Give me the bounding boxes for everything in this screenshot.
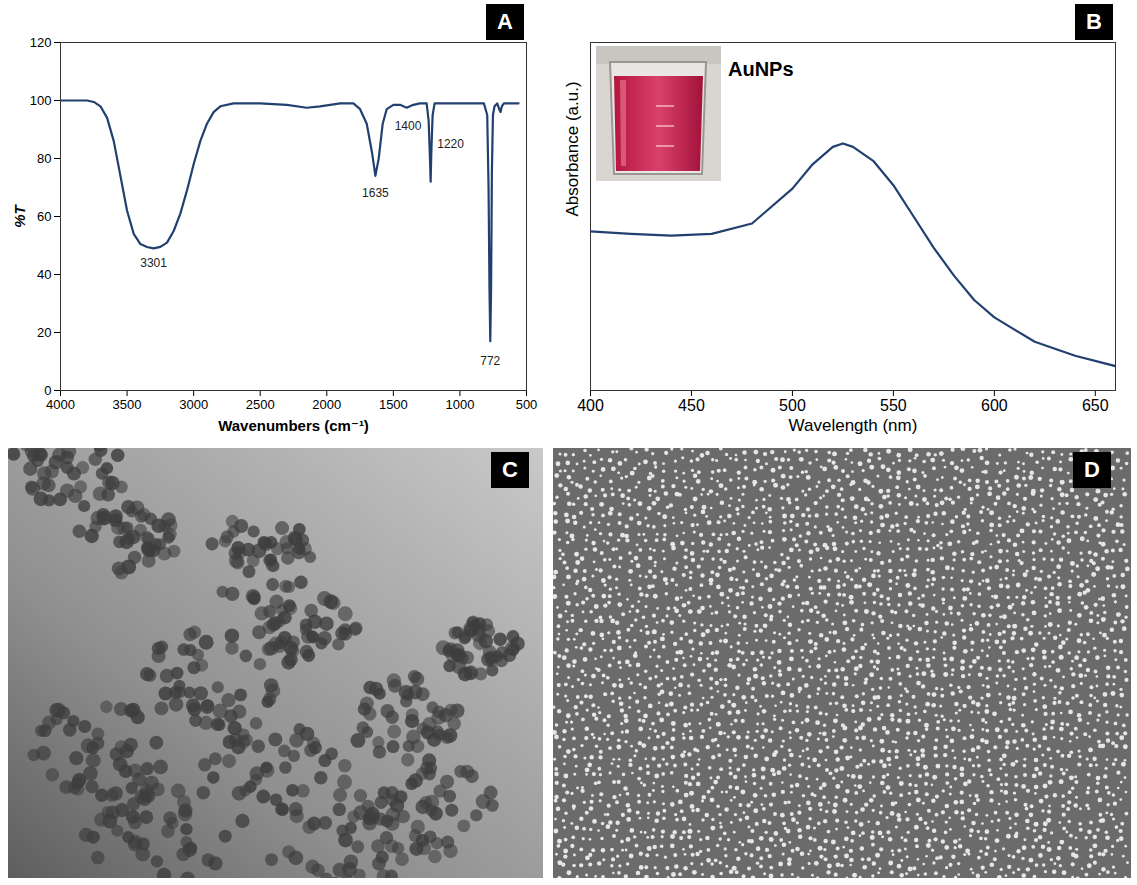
svg-text:3500: 3500 bbox=[113, 397, 142, 412]
svg-text:Wavenumbers (cm⁻¹): Wavenumbers (cm⁻¹) bbox=[218, 417, 369, 434]
html-text:AuNPs: AuNPs bbox=[728, 58, 794, 80]
svg-text:772: 772 bbox=[480, 354, 500, 368]
svg-text:80: 80 bbox=[37, 151, 51, 166]
svg-text:Wavelength (nm): Wavelength (nm) bbox=[789, 416, 918, 435]
svg-text:0: 0 bbox=[44, 383, 51, 398]
svg-text:3301: 3301 bbox=[140, 256, 167, 270]
svg-text:20: 20 bbox=[37, 325, 51, 340]
html-text:A: A bbox=[497, 9, 513, 34]
svg-text:40: 40 bbox=[37, 267, 51, 282]
svg-text:2500: 2500 bbox=[246, 397, 275, 412]
html-text:D: D bbox=[1084, 457, 1100, 482]
svg-text:60: 60 bbox=[37, 209, 51, 224]
svg-text:1220: 1220 bbox=[437, 137, 464, 151]
svg-text:1500: 1500 bbox=[379, 397, 408, 412]
svg-text:100: 100 bbox=[30, 93, 52, 108]
svg-text:500: 500 bbox=[779, 397, 806, 414]
html-text:B: B bbox=[1086, 9, 1102, 34]
svg-text:600: 600 bbox=[981, 397, 1008, 414]
svg-text:500: 500 bbox=[516, 397, 538, 412]
svg-text:2000: 2000 bbox=[312, 397, 341, 412]
svg-text:400: 400 bbox=[577, 397, 604, 414]
svg-text:1000: 1000 bbox=[445, 397, 474, 412]
html-text:C: C bbox=[502, 457, 518, 482]
svg-text:450: 450 bbox=[678, 397, 705, 414]
svg-text:650: 650 bbox=[1082, 397, 1109, 414]
svg-text:120: 120 bbox=[30, 35, 52, 50]
svg-text:3000: 3000 bbox=[179, 397, 208, 412]
svg-text:550: 550 bbox=[880, 397, 907, 414]
svg-text:Absorbance (a.u.): Absorbance (a.u.) bbox=[563, 81, 582, 216]
svg-text:1635: 1635 bbox=[362, 186, 389, 200]
svg-text:%T: %T bbox=[11, 203, 28, 227]
svg-text:4000: 4000 bbox=[46, 397, 75, 412]
svg-text:1400: 1400 bbox=[395, 119, 422, 133]
